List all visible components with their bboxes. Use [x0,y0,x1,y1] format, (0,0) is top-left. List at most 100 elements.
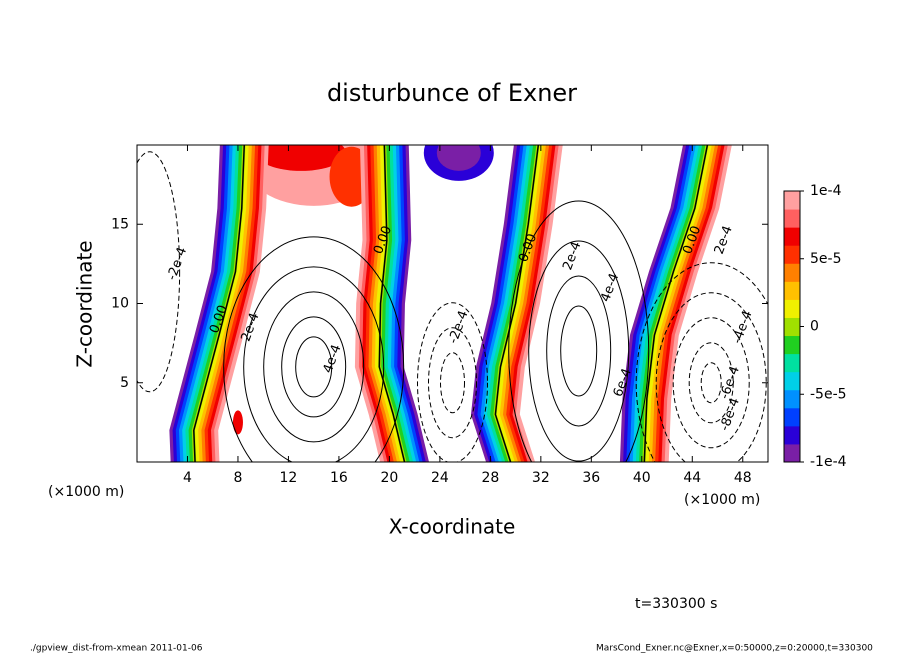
color-band [483,145,531,462]
color-band [632,145,700,462]
contour-label: 2e-4 [560,240,584,273]
x-tick-label: 44 [683,470,701,486]
color-band [645,145,713,462]
colorbar-band [784,209,800,228]
contour-line [672,317,750,449]
color-band [214,145,269,462]
color-band [386,145,417,462]
contour-line [440,352,465,414]
y-tick-label: 15 [111,216,129,232]
colorbar-tick-label: -1e-4 [810,454,847,470]
color-band [661,145,729,462]
contour-label: -4e-4 [730,309,756,346]
color-band [169,145,224,462]
color-band [399,145,429,462]
colorbar-band [784,263,800,282]
x-tick-label: 4 [183,470,192,486]
colorbar-band [784,335,800,355]
contour-line [528,240,630,462]
colorbar-band [784,227,800,246]
x-axis-label: X-coordinate [389,515,516,539]
color-band [619,145,687,462]
contour-line [417,302,488,462]
contour-label: 2e-4 [712,224,736,257]
contour-line [137,151,181,393]
colorbar-band [784,191,800,210]
colorbar-band [784,245,800,264]
colorbar-band [784,353,800,373]
color-band [182,145,237,462]
contour-label: 4e-4 [321,343,345,376]
color-band [175,145,231,462]
x-tick-label: 48 [734,470,752,486]
y-axis-label: Z-coordinate [73,240,97,367]
contour-line [223,236,405,462]
color-band [651,145,719,462]
colorbar-band [784,299,800,318]
color-band [509,145,557,462]
color-band [629,145,697,462]
colorbar-band [784,425,800,445]
colorbar-tick-label: 1e-4 [810,183,842,199]
x-tick-label: 20 [380,470,398,486]
time-label: t=330300 s [635,596,717,612]
color-band [626,145,694,462]
color-band [210,145,266,462]
contour-line [263,291,365,443]
color-band [515,145,563,462]
color-band [198,145,253,462]
contour-label: -2e-4 [165,245,191,282]
color-band [374,145,404,462]
contour-line [560,305,598,397]
x-tick-label: 12 [280,470,298,486]
color-band [185,145,240,462]
color-band [370,145,401,462]
color-band [506,145,554,462]
y-tick-label: 10 [111,296,129,312]
color-band [204,145,260,462]
color-band [358,145,388,462]
color-patch [232,410,243,435]
x-tick-label: 28 [481,470,499,486]
color-band [354,145,385,462]
x-tick-label: 40 [633,470,651,486]
color-band [470,145,518,462]
footer: ./gpview_dist-from-xmean 2011-01-06 [30,644,203,654]
colorbar-tick-label: -5e-5 [810,386,847,402]
x-tick-label: 8 [233,470,242,486]
color-band [486,145,534,462]
color-band [623,145,691,462]
color-band [635,145,703,462]
color-band [367,145,397,462]
color-band [172,145,228,462]
colorbar-band [784,281,800,300]
color-patch [256,145,347,171]
color-band [490,145,538,462]
color-band [502,145,550,462]
color-band [380,145,410,462]
contour-line [281,316,347,418]
color-band [480,145,528,462]
x-unit: (×1000 m) [684,492,760,508]
contour-field: -2e-40.00 2e-44e-40.00-2e-40.00 2e-44e-46e… [137,145,768,462]
color-band [390,145,420,462]
color-band [655,145,723,462]
contour-line [428,327,477,439]
contour-line [688,342,734,424]
color-patch [436,145,481,171]
color-band [188,145,244,462]
colorbar-band [784,443,800,463]
color-band [207,145,263,462]
contour-line [643,145,709,462]
y-tick-label: 5 [120,375,129,391]
color-band [396,145,426,462]
contour-label: 4e-4 [598,271,622,304]
contour-label: -8e-4 [717,396,743,433]
colorbar-band [784,371,800,391]
color-band [361,145,391,462]
colorbar-band [784,407,800,427]
x-unit: (×1000 m) [48,484,124,500]
chart-title: disturbunce of Exner [327,79,577,107]
contour-line [508,200,650,462]
